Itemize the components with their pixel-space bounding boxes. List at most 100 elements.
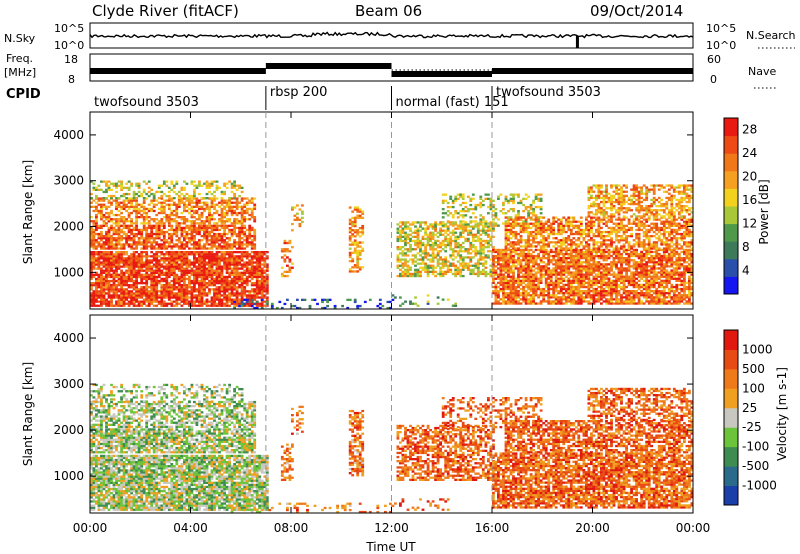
echo-cell xyxy=(213,211,216,215)
echo-cell xyxy=(527,277,530,280)
echo-cell xyxy=(235,188,239,191)
echo-cell xyxy=(120,298,123,301)
echo-cell xyxy=(208,218,211,221)
echo-cell xyxy=(514,298,518,301)
echo-cell xyxy=(509,216,513,219)
echo-cell xyxy=(190,222,194,225)
echo-cell xyxy=(90,292,93,295)
echo-cell xyxy=(220,201,224,204)
echo-cell xyxy=(130,205,133,208)
echo-cell xyxy=(446,266,450,269)
echo-cell xyxy=(140,265,144,268)
echo-cell xyxy=(210,253,214,256)
echo-cell xyxy=(416,241,420,245)
echo-cell xyxy=(547,290,551,293)
echo-cell xyxy=(522,265,525,268)
echo-cell xyxy=(404,231,407,234)
echo-cell xyxy=(283,270,287,273)
echo-cell xyxy=(409,272,412,276)
echo-cell xyxy=(177,190,181,194)
echo-cell xyxy=(142,247,146,250)
echo-cell xyxy=(469,203,473,207)
echo-cell xyxy=(436,231,440,234)
echo-cell xyxy=(223,201,226,204)
echo-cell xyxy=(499,279,503,282)
echo-cell xyxy=(587,259,591,262)
echo-cell xyxy=(90,230,93,234)
echo-cell xyxy=(165,290,169,293)
echo-cell xyxy=(160,294,164,297)
echo-cell xyxy=(461,256,465,259)
echo-cell xyxy=(200,277,204,281)
echo-cell xyxy=(110,288,113,291)
echo-cell xyxy=(198,216,201,219)
echo-cell xyxy=(233,261,236,264)
echo-cell xyxy=(557,277,561,280)
echo-cell xyxy=(494,208,498,211)
echo-cell xyxy=(524,205,528,209)
echo-cell xyxy=(459,231,463,234)
echo-cell xyxy=(115,265,118,268)
echo-cell xyxy=(517,283,520,287)
echo-cell xyxy=(185,292,189,295)
echo-cell xyxy=(280,248,284,251)
echo-cell xyxy=(416,272,420,276)
echo-cell xyxy=(162,302,166,305)
echo-cell xyxy=(243,263,247,266)
echo-cell xyxy=(454,227,458,230)
echo-cell xyxy=(165,180,169,183)
echo-cell xyxy=(137,282,141,285)
echo-cell xyxy=(195,261,199,264)
echo-cell xyxy=(250,245,254,248)
echo-cell xyxy=(167,267,171,270)
echo-cell xyxy=(223,228,226,232)
echo-cell xyxy=(579,252,583,256)
echo-cell xyxy=(155,259,159,262)
echo-cell xyxy=(577,300,581,303)
echo-cell xyxy=(579,292,583,295)
echo-cell xyxy=(127,235,131,238)
echo-cell xyxy=(97,279,101,283)
echo-cell xyxy=(487,272,490,276)
echo-cell xyxy=(130,228,133,232)
echo-cell xyxy=(165,265,169,268)
echo-cell xyxy=(248,207,252,211)
echo-cell xyxy=(507,201,510,205)
echo-cell xyxy=(177,288,181,291)
echo-cell xyxy=(600,294,603,297)
echo-cell xyxy=(157,235,161,238)
echo-cell xyxy=(185,277,189,281)
echo-cell xyxy=(132,284,136,287)
echo-cell xyxy=(152,271,156,274)
echo-cell xyxy=(532,277,535,280)
echo-cell xyxy=(210,216,214,219)
echo-cell xyxy=(250,294,254,297)
echo-cell xyxy=(152,263,156,266)
echo-cell xyxy=(522,300,525,303)
echo-cell xyxy=(155,294,159,297)
echo-cell xyxy=(185,267,189,270)
echo-cell xyxy=(404,270,407,273)
echo-cell xyxy=(595,298,598,301)
echo-cell xyxy=(517,277,520,280)
echo-cell xyxy=(170,245,174,248)
echo-cell xyxy=(464,264,468,267)
echo-cell xyxy=(358,231,362,234)
echo-cell xyxy=(431,243,435,247)
echo-cell xyxy=(107,201,111,204)
echo-cell xyxy=(115,290,118,293)
echo-cell xyxy=(235,277,239,281)
echo-cell xyxy=(487,205,490,209)
echo-cell xyxy=(449,222,453,225)
echo-cell xyxy=(487,227,490,230)
echo-cell xyxy=(230,186,234,189)
echo-cell xyxy=(183,226,186,230)
echo-cell xyxy=(492,259,495,262)
echo-cell xyxy=(112,282,116,285)
echo-cell xyxy=(459,272,463,276)
echo-cell xyxy=(165,267,169,270)
echo-cell xyxy=(507,220,510,223)
echo-cell xyxy=(414,268,417,271)
echo-cell xyxy=(471,237,475,241)
